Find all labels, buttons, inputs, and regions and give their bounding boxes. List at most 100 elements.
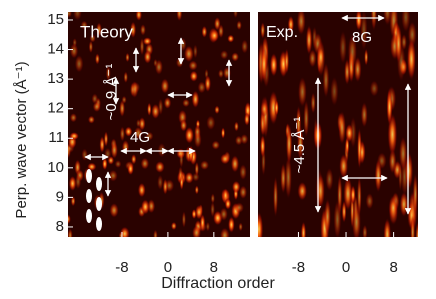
- intensity-spot: [221, 127, 226, 139]
- intensity-spot: [102, 157, 108, 171]
- y-tick-label: 8: [56, 218, 64, 235]
- intensity-spot: [89, 34, 96, 43]
- intensity-spot: [201, 25, 208, 38]
- intensity-spot: [134, 126, 143, 140]
- intensity-spot: [125, 52, 130, 63]
- intensity-spot: [300, 221, 307, 237]
- intensity-spot: [386, 88, 393, 126]
- intensity-spot: [233, 12, 239, 19]
- intensity-spot: [68, 214, 71, 225]
- intensity-spot: [259, 134, 266, 158]
- intensity-spot: [219, 227, 230, 237]
- intensity-spot: [214, 105, 220, 115]
- intensity-spot: [224, 198, 232, 210]
- intensity-spot: [333, 199, 342, 237]
- annotation: ~0.9 Å⁻¹: [103, 64, 120, 121]
- intensity-spot: [80, 20, 88, 30]
- intensity-spot: [241, 39, 249, 54]
- y-tick-label: 14: [47, 41, 64, 58]
- intensity-spot: [308, 49, 317, 68]
- intensity-spot: [284, 155, 292, 200]
- intensity-spot: [170, 221, 177, 231]
- intensity-spot: [395, 23, 403, 64]
- intensity-spot: [140, 199, 150, 215]
- intensity-spot: [339, 153, 349, 179]
- intensity-spot: [357, 127, 362, 170]
- intensity-spot: [163, 96, 172, 109]
- intensity-spot: [322, 62, 330, 99]
- intensity-spot: [193, 44, 198, 59]
- x-axis-label: Diffraction order: [161, 275, 275, 292]
- intensity-spot: [162, 178, 168, 195]
- intensity-spot: [303, 99, 310, 138]
- intensity-spot: [211, 140, 221, 150]
- y-axis-label: Perp. wave vector (Å⁻¹): [13, 61, 30, 218]
- intensity-spot: [296, 12, 306, 36]
- intensity-spot: [194, 185, 199, 195]
- intensity-spot: [399, 191, 409, 217]
- intensity-spot: [222, 188, 229, 202]
- annotation: ~4.5 Å⁻¹: [291, 117, 308, 174]
- intensity-spot: [183, 45, 194, 63]
- intensity-spot: [230, 155, 240, 173]
- intensity-spot: [181, 210, 186, 228]
- intensity-spot: [129, 82, 136, 97]
- intensity-spot: [222, 66, 232, 80]
- panel-title: Theory: [80, 22, 133, 41]
- intensity-spot: [234, 121, 239, 132]
- intensity-spot: [189, 70, 198, 82]
- intensity-spot: [69, 113, 78, 123]
- intensity-spot: [220, 50, 229, 60]
- intensity-spot: [285, 123, 293, 165]
- y-tick-label: 13: [47, 70, 64, 87]
- intensity-spot: [330, 76, 339, 107]
- intensity-spot: [339, 30, 347, 65]
- intensity-spot: [383, 12, 392, 26]
- intensity-spot: [220, 153, 230, 165]
- intensity-spot: [274, 99, 279, 116]
- intensity-spot: [104, 147, 112, 160]
- intensity-spot: [204, 75, 212, 93]
- intensity-spot: [75, 174, 82, 190]
- intensity-spot: [99, 136, 105, 154]
- intensity-spot: [157, 142, 166, 158]
- intensity-spot: [192, 172, 200, 182]
- intensity-spot: [280, 162, 287, 194]
- intensity-spot: [324, 198, 331, 235]
- intensity-spot: [69, 43, 79, 59]
- intensity-spot: [210, 193, 215, 204]
- intensity-spot: [205, 221, 211, 232]
- intensity-spot: [197, 81, 206, 94]
- intensity-spot: [374, 158, 382, 193]
- intensity-spot: [305, 25, 313, 55]
- intensity-spot: [260, 45, 268, 83]
- intensity-spot: [228, 216, 235, 233]
- intensity-spot: [344, 58, 351, 86]
- intensity-spot: [193, 131, 202, 149]
- arrows: [84, 14, 412, 215]
- intensity-spot: [191, 90, 200, 109]
- intensity-spot: [124, 126, 133, 137]
- intensity-spot: [179, 119, 188, 132]
- intensity-spot: [206, 115, 216, 131]
- intensity-spot: [88, 40, 94, 54]
- intensity-spot: [188, 145, 194, 163]
- intensity-spot: [260, 22, 266, 39]
- intensity-spot: [231, 180, 241, 194]
- intensity-spot: [338, 110, 346, 145]
- intensity-spot: [398, 160, 403, 192]
- intensity-spot: [143, 50, 152, 64]
- intensity-spot: [160, 78, 170, 94]
- intensity-spot: [192, 225, 202, 237]
- y-tick-label: 15: [47, 11, 64, 28]
- intensity-spot: [153, 229, 158, 237]
- intensity-spot: [401, 12, 411, 33]
- intensity-spot: [87, 115, 95, 124]
- panel-title: Exp.: [266, 24, 298, 41]
- intensity-spot: [239, 164, 247, 181]
- intensity-spot: [137, 182, 146, 198]
- intensity-spot: [236, 20, 242, 31]
- annotation: 8G: [352, 29, 372, 46]
- intensity-spot: [188, 60, 198, 71]
